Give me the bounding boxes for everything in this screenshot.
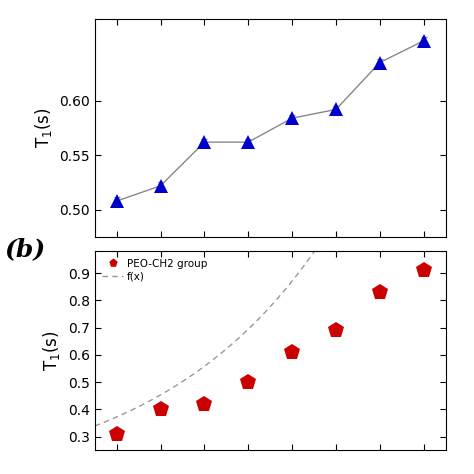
Legend: PEO-CH2 group, f(x): PEO-CH2 group, f(x) bbox=[100, 256, 210, 284]
Text: (b): (b) bbox=[5, 237, 46, 261]
Y-axis label: $\mathrm{T_1(s)}$: $\mathrm{T_1(s)}$ bbox=[41, 330, 63, 371]
Y-axis label: $\mathrm{T_1(s)}$: $\mathrm{T_1(s)}$ bbox=[33, 108, 54, 148]
